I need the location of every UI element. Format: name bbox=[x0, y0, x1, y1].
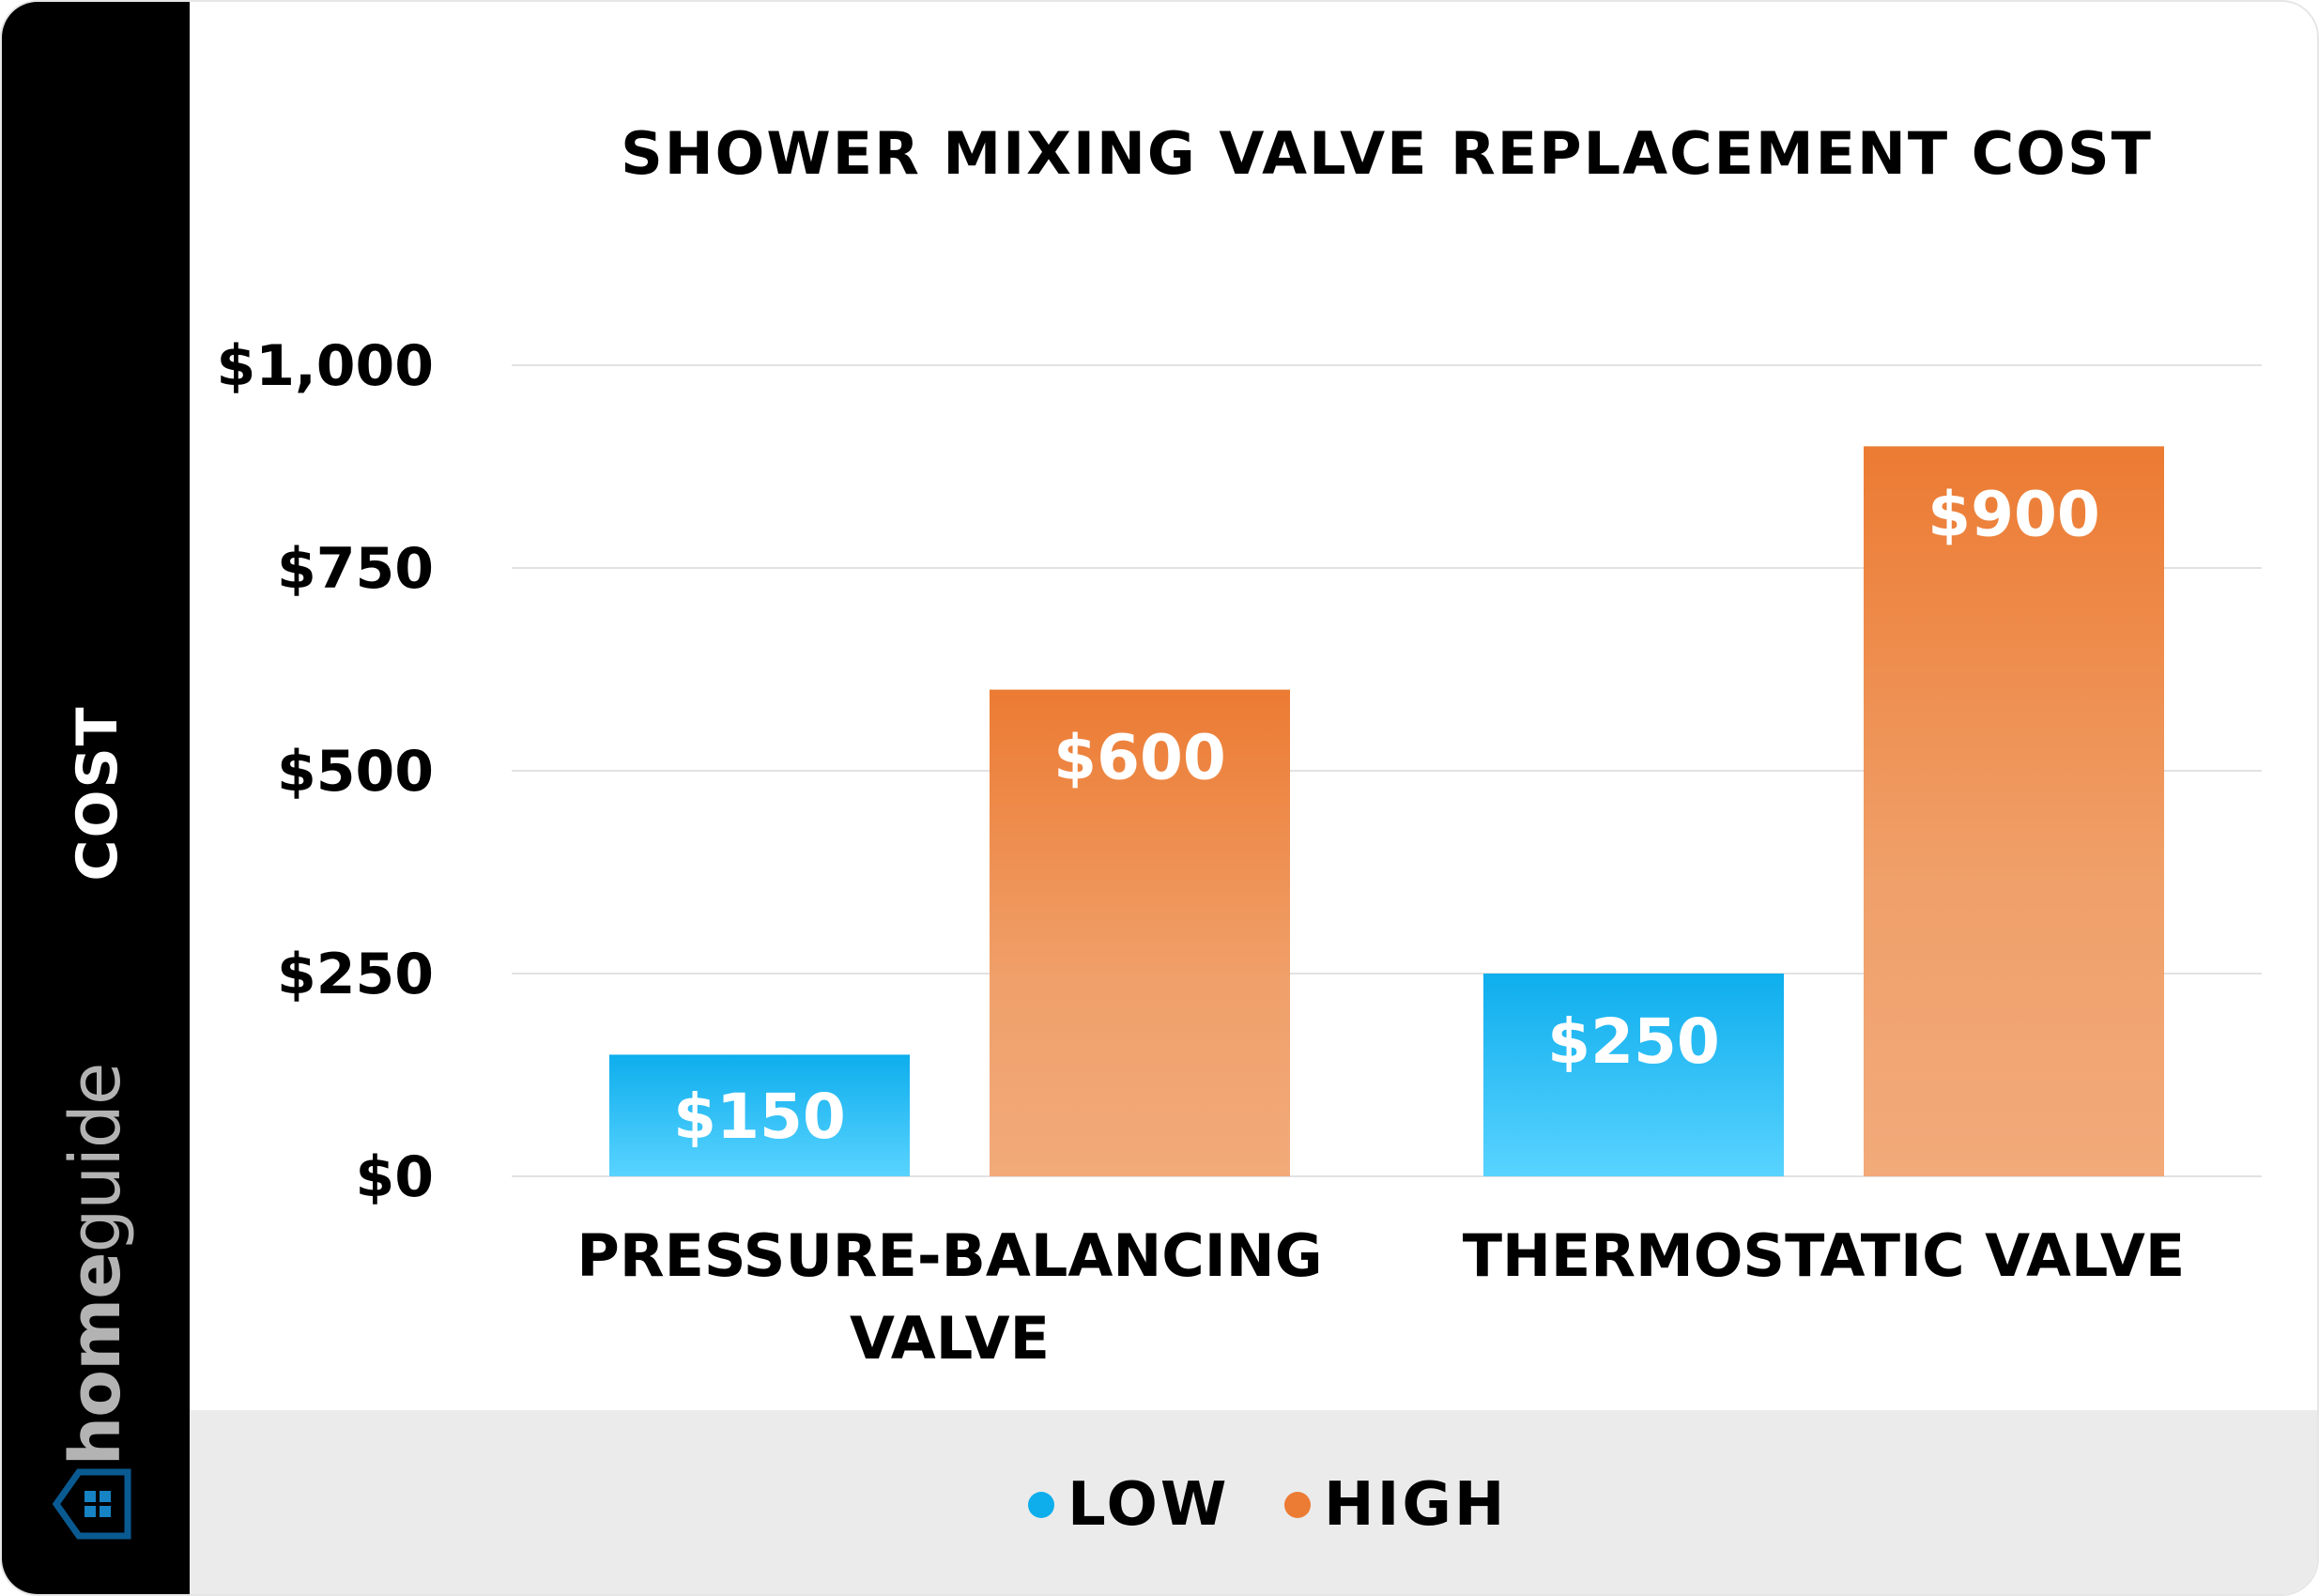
y-tick-label: $0 bbox=[356, 1144, 435, 1210]
legend: LOW HIGH bbox=[190, 1410, 2317, 1594]
data-label: $250 bbox=[1547, 1005, 1720, 1078]
sidebar: COST homeguide bbox=[2, 2, 190, 1594]
y-tick-label: $1,000 bbox=[216, 333, 434, 399]
bar-low bbox=[1483, 974, 1784, 1176]
y-tick-label: $500 bbox=[277, 739, 434, 805]
legend-label-low: LOW bbox=[1067, 1470, 1230, 1540]
legend-item-high: HIGH bbox=[1284, 1470, 1507, 1540]
legend-label-high: HIGH bbox=[1324, 1470, 1508, 1540]
y-tick-label: $250 bbox=[277, 942, 434, 1007]
bar-high bbox=[990, 689, 1290, 1176]
bar-high bbox=[1864, 446, 2164, 1176]
x-category-label: PRESSURE-BALANCING bbox=[576, 1221, 1322, 1290]
data-label: $600 bbox=[1053, 722, 1226, 794]
x-category-label: VALVE bbox=[850, 1304, 1050, 1373]
legend-dot-low bbox=[1028, 1492, 1054, 1518]
chart-title: SHOWER MIXING VALVE REPLACEMENT COST bbox=[621, 119, 2153, 188]
y-tick-label: $750 bbox=[277, 536, 434, 602]
data-label: $150 bbox=[673, 1081, 846, 1153]
legend-item-low: LOW bbox=[1028, 1470, 1230, 1540]
legend-dot-high bbox=[1284, 1492, 1311, 1518]
data-label: $900 bbox=[1927, 478, 2100, 550]
x-category-label: THERMOSTATIC VALVE bbox=[1463, 1221, 2186, 1290]
bar-low bbox=[609, 1054, 910, 1176]
house-logo-icon bbox=[52, 1468, 131, 1540]
bar-chart: $0 $250 $500 $750 $1,000 $150 $600 PRESSURE-BAL… bbox=[216, 333, 2262, 1373]
